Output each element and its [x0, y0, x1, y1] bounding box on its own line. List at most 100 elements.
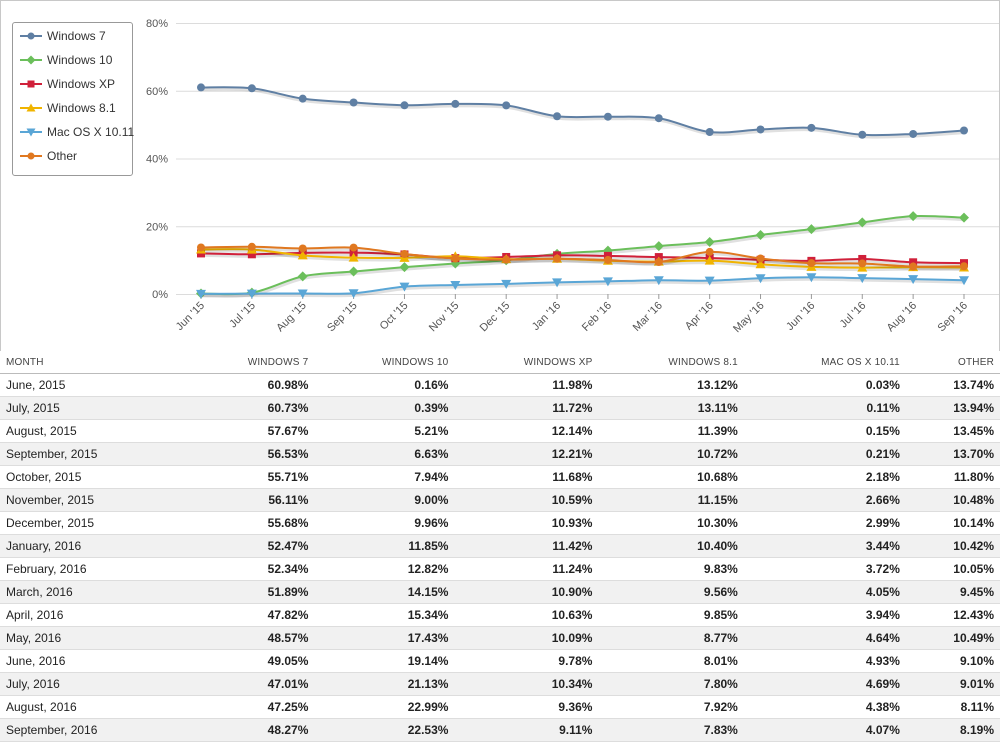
x-tick-label: Dec '15 [478, 300, 513, 335]
data-point [806, 273, 817, 283]
share-cell: 10.68% [598, 465, 744, 489]
table-row: September, 2016 48.27% 22.53% 9.11% 7.83% 4.0… [0, 718, 1000, 742]
share-cell: 2.99% [743, 511, 906, 535]
share-cell: 9.78% [454, 649, 599, 673]
legend-item[interactable]: Mac OS X 10.11 [19, 123, 134, 141]
y-tick-label: 40% [146, 154, 168, 166]
data-point [348, 289, 359, 299]
data-point [349, 98, 358, 107]
data-point [399, 282, 410, 292]
column-header[interactable]: WINDOWS 7 [184, 351, 315, 374]
share-cell: 11.98% [454, 373, 599, 397]
column-header[interactable]: WINDOWS XP [454, 351, 599, 374]
share-cell: 52.34% [184, 557, 315, 581]
share-cell: 49.05% [184, 649, 315, 673]
share-cell: 21.13% [314, 672, 455, 696]
table-row: March, 2016 51.89% 14.15% 10.90% 9.56% 4.05% 9… [0, 580, 1000, 604]
series-line-shadow [201, 253, 966, 267]
table-row: September, 2015 56.53% 6.63% 12.21% 10.72% 0.… [0, 442, 1000, 466]
data-point [806, 224, 817, 235]
series-line-shadow [201, 216, 966, 298]
y-tick-label: 20% [146, 221, 168, 233]
legend-label: Windows 8.1 [47, 101, 116, 115]
data-point [704, 237, 715, 248]
share-cell: 47.01% [184, 672, 315, 696]
data-point [908, 275, 919, 285]
legend-item[interactable]: Other [19, 147, 77, 165]
share-cell: 9.45% [905, 580, 1000, 604]
share-cell: 11.72% [454, 396, 599, 420]
table-row: October, 2015 55.71% 7.94% 11.68% 10.68% 2.18… [0, 465, 1000, 489]
legend-item[interactable]: Windows 7 [19, 27, 106, 45]
share-cell: 13.74% [905, 373, 1000, 397]
legend-item[interactable]: Windows 8.1 [19, 99, 116, 117]
share-cell: 10.63% [454, 603, 599, 627]
share-cell: 11.68% [454, 465, 599, 489]
data-point [909, 262, 918, 271]
data-point [704, 255, 715, 265]
series-line [200, 245, 965, 268]
data-point [755, 229, 766, 240]
column-header[interactable]: WINDOWS 8.1 [598, 351, 744, 374]
data-point [959, 212, 969, 223]
x-tick-label: Nov '15 [427, 300, 462, 335]
series-line-shadow [201, 249, 966, 272]
share-cell: 10.40% [598, 534, 744, 558]
share-cell: 9.96% [314, 511, 455, 535]
data-point [807, 123, 816, 132]
share-cell: 9.01% [905, 672, 1000, 696]
data-point [552, 278, 563, 288]
data-point [349, 248, 358, 257]
legend-label: Other [47, 149, 78, 163]
share-cell: 5.21% [314, 419, 455, 443]
legend-label: Windows 7 [47, 29, 106, 43]
share-cell: 11.85% [314, 534, 455, 558]
data-point [553, 112, 562, 121]
column-header[interactable]: MAC OS X 10.11 [743, 351, 906, 374]
series-line [200, 276, 965, 295]
data-point [705, 128, 714, 137]
share-cell: 48.27% [184, 718, 315, 742]
share-cell: 13.11% [598, 396, 744, 420]
share-cell: 11.24% [454, 557, 599, 581]
data-point [450, 280, 461, 290]
share-cell: 22.53% [314, 718, 455, 742]
data-point [298, 244, 307, 253]
column-header[interactable]: OTHER [905, 351, 1000, 374]
table-row: July, 2016 47.01% 21.13% 10.34% 7.80% 4.69% 9.… [0, 672, 1000, 696]
share-cell: 55.71% [184, 465, 315, 489]
table-header-row: MONTH WINDOWS 7 WINDOWS 10 WINDOWS XP WINDOW… [0, 351, 1000, 374]
share-cell: 12.14% [454, 419, 599, 443]
share-cell: 7.94% [314, 465, 455, 489]
legend-symbol-icon [20, 55, 42, 65]
share-cell: 8.19% [905, 718, 1000, 742]
table-row: November, 2015 56.11% 9.00% 10.59% 11.15% 2.6… [0, 488, 1000, 512]
table-row: December, 2015 55.68% 9.96% 10.93% 10.30% 2.9… [0, 511, 1000, 535]
share-cell: 15.34% [314, 603, 455, 627]
data-point [399, 262, 410, 273]
legend-item[interactable]: Windows XP [19, 75, 115, 93]
data-point [298, 94, 307, 103]
month-cell: August, 2015 [0, 419, 185, 443]
data-point [653, 276, 664, 286]
data-point [297, 289, 308, 299]
column-header[interactable]: MONTH [0, 351, 185, 374]
column-header[interactable]: WINDOWS 10 [314, 351, 455, 374]
x-tick-label: Feb '16 [580, 300, 614, 334]
month-cell: March, 2016 [0, 580, 185, 604]
data-point [756, 125, 765, 134]
data-point [909, 129, 918, 138]
x-tick-label: Sep '15 [325, 300, 360, 335]
x-tick-label: Jun '16 [784, 300, 817, 333]
data-point [908, 211, 919, 222]
x-tick-label: Jul '16 [838, 300, 869, 331]
series-windows-10 [196, 211, 969, 299]
share-cell: 4.05% [743, 580, 906, 604]
share-cell: 19.14% [314, 649, 455, 673]
share-cell: 8.77% [598, 626, 744, 650]
series-line-shadow [201, 87, 966, 139]
data-point [400, 250, 409, 259]
y-tick-label: 0% [152, 289, 168, 301]
legend-item[interactable]: Windows 10 [19, 51, 112, 69]
month-cell: December, 2015 [0, 511, 185, 535]
